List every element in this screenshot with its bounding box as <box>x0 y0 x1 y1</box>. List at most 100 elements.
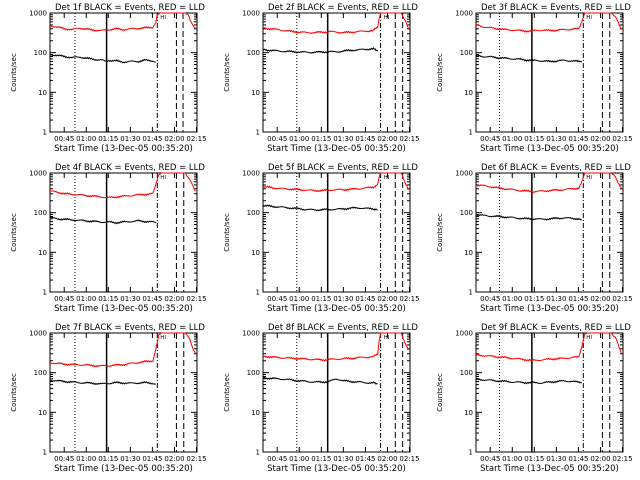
y-axis-label: Counts/sec <box>223 53 231 92</box>
lld-series-line <box>49 172 196 199</box>
marker-annotation: HI <box>160 175 166 181</box>
panel-title: Det 2f BLACK = Events, RED = LLD <box>268 3 418 13</box>
y-tick-label: 1000 <box>242 170 260 178</box>
y-axis-label: Counts/sec <box>223 213 231 252</box>
x-tick-label: 01:00 <box>502 135 522 143</box>
panel-title: Det 4f BLACK = Events, RED = LLD <box>55 163 205 173</box>
panel-title: Det 8f BLACK = Events, RED = LLD <box>268 323 418 333</box>
x-tick-label: 01:15 <box>98 455 118 463</box>
y-tick-label: 1 <box>469 449 473 457</box>
y-tick-label: 10 <box>464 249 473 257</box>
plot-frame <box>262 12 411 133</box>
x-tick-label: 02:15 <box>399 455 419 463</box>
chart-panel: Det 1f BLACK = Events, RED = LLD Counts/s… <box>10 3 207 154</box>
marker-annotation: HI <box>586 175 592 181</box>
chart-panel: Det 4f BLACK = Events, RED = LLD Counts/s… <box>10 163 207 314</box>
x-tick-label: 01:00 <box>502 295 522 303</box>
panel-title: Det 9f BLACK = Events, RED = LLD <box>481 323 631 333</box>
y-tick-label: 1 <box>43 129 47 137</box>
lld-series-line <box>475 332 622 362</box>
x-tick-label: 02:00 <box>377 135 397 143</box>
marker-annotation: HI <box>586 15 592 21</box>
y-axis-label: Counts/sec <box>436 373 444 412</box>
y-tick-label: 10 <box>38 249 47 257</box>
x-tick-label: 01:15 <box>524 135 544 143</box>
lld-series-line <box>49 12 196 32</box>
plot-frame <box>262 332 411 453</box>
x-tick-label: 01:30 <box>120 455 140 463</box>
y-tick-label: 100 <box>247 49 260 57</box>
x-tick-label: 01:45 <box>142 455 162 463</box>
chart-panel: Det 2f BLACK = Events, RED = LLD Counts/s… <box>223 3 420 154</box>
plot-frame <box>262 172 411 293</box>
marker-annotation: HI <box>384 335 390 341</box>
y-tick-label: 10 <box>38 409 47 417</box>
y-axis-label: Counts/sec <box>223 373 231 412</box>
x-tick-label: 02:00 <box>590 135 610 143</box>
y-tick-label: 1 <box>43 449 47 457</box>
x-tick-label: 01:00 <box>502 455 522 463</box>
x-tick-label: 00:45 <box>54 295 74 303</box>
panel-title: Det 6f BLACK = Events, RED = LLD <box>481 163 631 173</box>
y-tick-label: 1 <box>256 289 260 297</box>
y-tick-label: 1 <box>43 289 47 297</box>
x-axis-label: Start Time (13-Dec-05 00:35:20) <box>267 464 406 474</box>
y-tick-label: 1000 <box>455 330 473 338</box>
x-tick-label: 01:00 <box>76 455 96 463</box>
y-axis-label: Counts/sec <box>10 213 18 252</box>
x-tick-label: 01:15 <box>98 295 118 303</box>
x-tick-label: 00:45 <box>267 135 287 143</box>
x-tick-label: 02:00 <box>377 455 397 463</box>
x-tick-label: 01:45 <box>355 455 375 463</box>
x-tick-label: 01:00 <box>289 135 309 143</box>
x-tick-label: 00:45 <box>267 455 287 463</box>
x-tick-label: 01:45 <box>355 295 375 303</box>
y-axis-label: Counts/sec <box>10 53 18 92</box>
chart-panel: Det 6f BLACK = Events, RED = LLD Counts/s… <box>436 163 633 314</box>
x-tick-label: 02:15 <box>612 135 632 143</box>
y-tick-label: 100 <box>247 369 260 377</box>
y-tick-label: 100 <box>460 369 473 377</box>
x-tick-label: 01:30 <box>333 295 353 303</box>
y-tick-label: 1 <box>256 449 260 457</box>
x-axis-label: Start Time (13-Dec-05 00:35:20) <box>54 304 193 314</box>
lld-series-line <box>475 172 622 194</box>
marker-annotation: HI <box>586 335 592 341</box>
x-tick-label: 02:00 <box>164 455 184 463</box>
y-tick-label: 1000 <box>29 170 47 178</box>
plot-frame <box>49 332 198 453</box>
events-series-line <box>49 54 156 64</box>
panel-title: Det 5f BLACK = Events, RED = LLD <box>268 163 418 173</box>
lld-series-line <box>475 12 622 33</box>
x-tick-label: 01:00 <box>289 295 309 303</box>
x-tick-label: 01:30 <box>333 135 353 143</box>
events-series-line <box>50 217 157 225</box>
x-tick-label: 02:15 <box>186 455 206 463</box>
lld-series-line <box>262 172 409 193</box>
x-axis-label: Start Time (13-Dec-05 00:35:20) <box>267 304 406 314</box>
y-tick-label: 1000 <box>242 10 260 18</box>
x-tick-label: 02:15 <box>186 135 206 143</box>
y-tick-label: 1 <box>469 129 473 137</box>
x-axis-label: Start Time (13-Dec-05 00:35:20) <box>480 144 619 154</box>
x-tick-label: 01:45 <box>568 135 588 143</box>
plot-frame <box>49 172 198 293</box>
events-series-line <box>262 46 379 54</box>
events-series-line <box>50 379 156 386</box>
y-axis-label: Counts/sec <box>436 53 444 92</box>
y-tick-label: 100 <box>247 209 260 217</box>
y-tick-label: 1 <box>469 289 473 297</box>
y-tick-label: 10 <box>251 249 260 257</box>
x-tick-label: 00:45 <box>480 135 500 143</box>
panel-title: Det 3f BLACK = Events, RED = LLD <box>481 3 631 13</box>
events-series-line <box>262 376 378 385</box>
plot-frame <box>475 332 624 453</box>
plot-frame <box>475 172 624 293</box>
x-tick-label: 02:15 <box>612 295 632 303</box>
x-tick-label: 01:15 <box>311 455 331 463</box>
chart-panel: Det 8f BLACK = Events, RED = LLD Counts/s… <box>223 323 420 474</box>
x-tick-label: 01:15 <box>311 135 331 143</box>
x-axis-label: Start Time (13-Dec-05 00:35:20) <box>480 464 619 474</box>
x-tick-label: 02:15 <box>399 135 419 143</box>
